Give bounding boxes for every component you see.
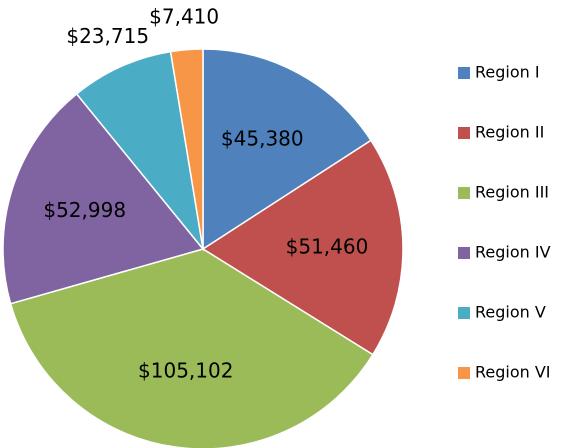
legend-label: Region VI (475, 363, 551, 382)
legend-label: Region V (475, 303, 546, 322)
data-label: $51,460 (286, 234, 369, 258)
pie-slice (9, 248, 374, 448)
pie-slice (75, 50, 205, 252)
legend-label: Region IV (475, 243, 551, 262)
data-label: $105,102 (138, 358, 233, 382)
pie-slice (202, 48, 372, 251)
pie-slice (201, 139, 404, 356)
data-label: $45,380 (221, 127, 304, 151)
pie-slice (2, 92, 205, 305)
data-label: $23,715 (66, 24, 149, 48)
data-label: $7,410 (149, 4, 219, 28)
legend-swatch (458, 247, 470, 259)
legend-swatch (458, 127, 470, 139)
pie-slice (169, 48, 204, 250)
legend-label: Region II (475, 123, 544, 142)
legend-label: Region III (475, 183, 549, 202)
data-label: $52,998 (43, 198, 126, 222)
legend-label: Region I (475, 63, 540, 82)
legend-swatch (458, 367, 470, 379)
legend-swatch (458, 187, 470, 199)
legend-swatch (458, 307, 470, 319)
legend-swatch (458, 67, 470, 79)
